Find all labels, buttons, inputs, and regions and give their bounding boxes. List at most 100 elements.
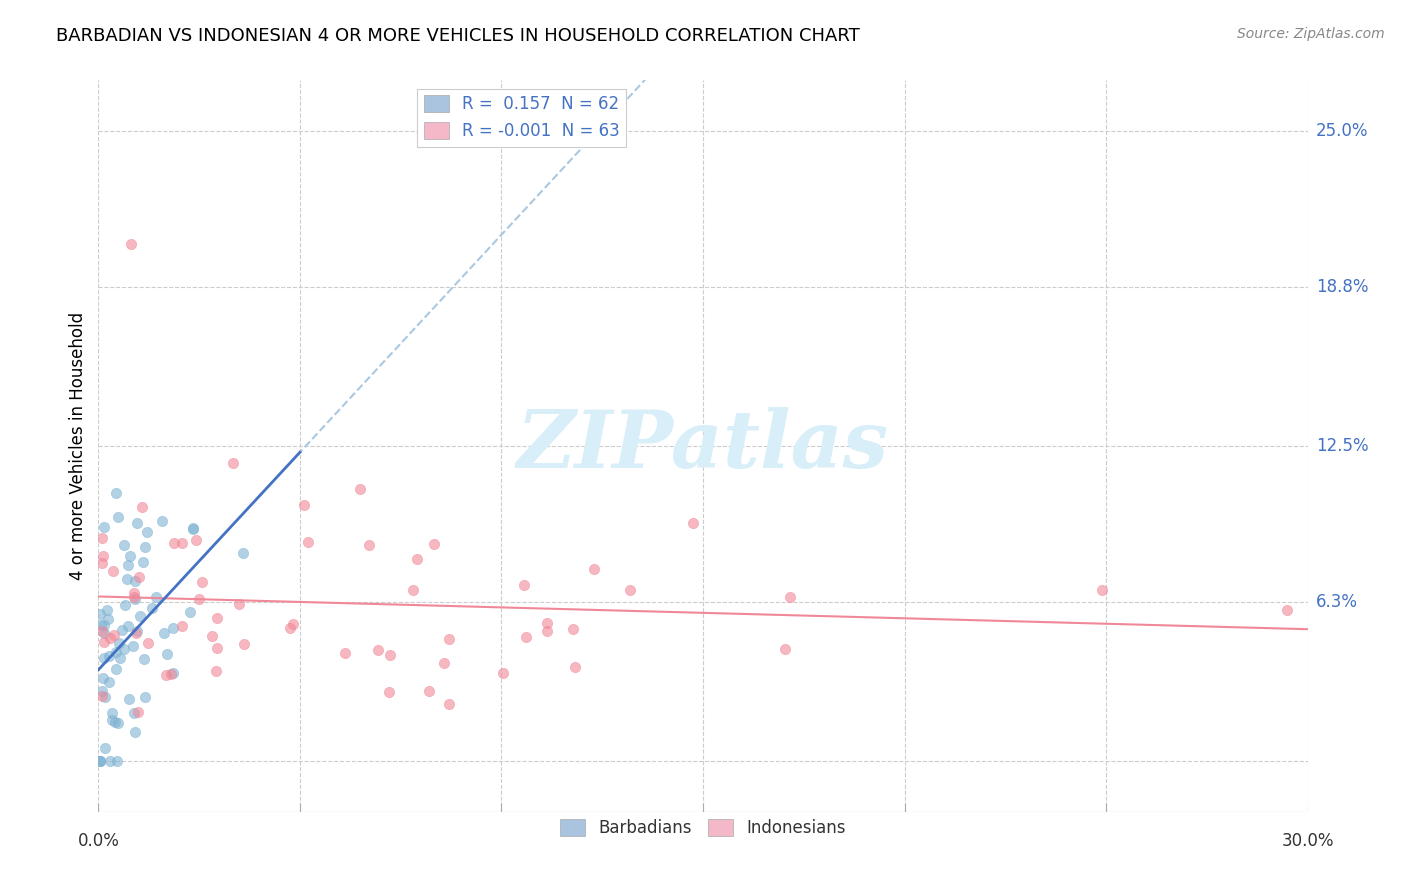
Point	[124, 586, 146, 600]
Point	[104, 715, 127, 730]
Point	[91, 549, 114, 564]
Point	[134, 690, 156, 704]
Point	[405, 552, 427, 566]
Point	[280, 621, 302, 635]
Point	[91, 556, 114, 570]
Point	[1277, 603, 1299, 617]
Point	[1091, 582, 1114, 597]
Point	[117, 691, 139, 706]
Point	[125, 626, 148, 640]
Point	[155, 667, 177, 681]
Point	[111, 623, 134, 637]
Point	[89, 607, 111, 621]
Point	[433, 656, 456, 670]
Point	[163, 536, 186, 550]
Point	[91, 689, 114, 703]
Point	[562, 622, 585, 636]
Point	[162, 665, 184, 680]
Point	[283, 616, 305, 631]
Point	[335, 646, 357, 660]
Point	[93, 634, 115, 648]
Point	[583, 562, 606, 576]
Point	[134, 540, 156, 554]
Point	[104, 485, 127, 500]
Text: Source: ZipAtlas.com: Source: ZipAtlas.com	[1237, 27, 1385, 41]
Point	[170, 618, 193, 632]
Point	[773, 641, 796, 656]
Point	[179, 605, 201, 619]
Point	[418, 683, 440, 698]
Point	[191, 574, 214, 589]
Point	[89, 754, 111, 768]
Point	[91, 531, 114, 545]
Point	[141, 600, 163, 615]
Point	[619, 582, 641, 597]
Point	[292, 498, 315, 512]
Point	[112, 642, 135, 657]
Point	[536, 615, 558, 630]
Point	[145, 591, 167, 605]
Point	[181, 520, 204, 534]
Text: 25.0%: 25.0%	[1316, 121, 1368, 140]
Point	[205, 611, 228, 625]
Point	[122, 640, 145, 654]
Point	[103, 628, 125, 642]
Point	[105, 645, 128, 659]
Point	[349, 482, 371, 496]
Point	[93, 618, 115, 632]
Point	[536, 624, 558, 639]
Point	[117, 572, 139, 586]
Point	[378, 648, 401, 663]
Point	[117, 619, 139, 633]
Point	[150, 514, 173, 528]
Point	[513, 578, 536, 592]
Point	[162, 622, 184, 636]
Point	[127, 516, 149, 530]
Point	[297, 535, 319, 549]
Point	[93, 626, 115, 640]
Point	[221, 456, 243, 470]
Point	[232, 546, 254, 560]
Point	[103, 564, 125, 578]
Point	[120, 549, 142, 563]
Point	[89, 754, 111, 768]
Point	[160, 666, 183, 681]
Point	[96, 603, 118, 617]
Text: 30.0%: 30.0%	[1281, 832, 1334, 850]
Point	[132, 652, 155, 666]
Point	[153, 625, 176, 640]
Point	[97, 612, 120, 626]
Point	[91, 671, 114, 685]
Point	[94, 740, 117, 755]
Point	[98, 675, 121, 690]
Point	[108, 651, 131, 665]
Point	[90, 684, 112, 698]
Point	[515, 630, 537, 644]
Point	[105, 754, 128, 768]
Point	[114, 598, 136, 612]
Text: 12.5%: 12.5%	[1316, 437, 1368, 455]
Point	[122, 590, 145, 604]
Point	[492, 666, 515, 681]
Point	[205, 664, 228, 678]
Point	[205, 641, 228, 656]
Point	[94, 690, 117, 704]
Point	[402, 582, 425, 597]
Point	[124, 574, 146, 588]
Point	[120, 237, 142, 252]
Point	[136, 636, 159, 650]
Point	[156, 647, 179, 661]
Point	[105, 662, 128, 676]
Text: BARBADIAN VS INDONESIAN 4 OR MORE VEHICLES IN HOUSEHOLD CORRELATION CHART: BARBADIAN VS INDONESIAN 4 OR MORE VEHICL…	[56, 27, 860, 45]
Point	[437, 697, 460, 711]
Point	[422, 537, 444, 551]
Point	[201, 630, 224, 644]
Point	[131, 500, 153, 514]
Point	[779, 590, 801, 604]
Point	[228, 597, 250, 611]
Point	[98, 754, 121, 768]
Point	[107, 716, 129, 731]
Legend: Barbadians, Indonesians: Barbadians, Indonesians	[553, 812, 853, 844]
Point	[564, 660, 586, 674]
Point	[181, 522, 204, 536]
